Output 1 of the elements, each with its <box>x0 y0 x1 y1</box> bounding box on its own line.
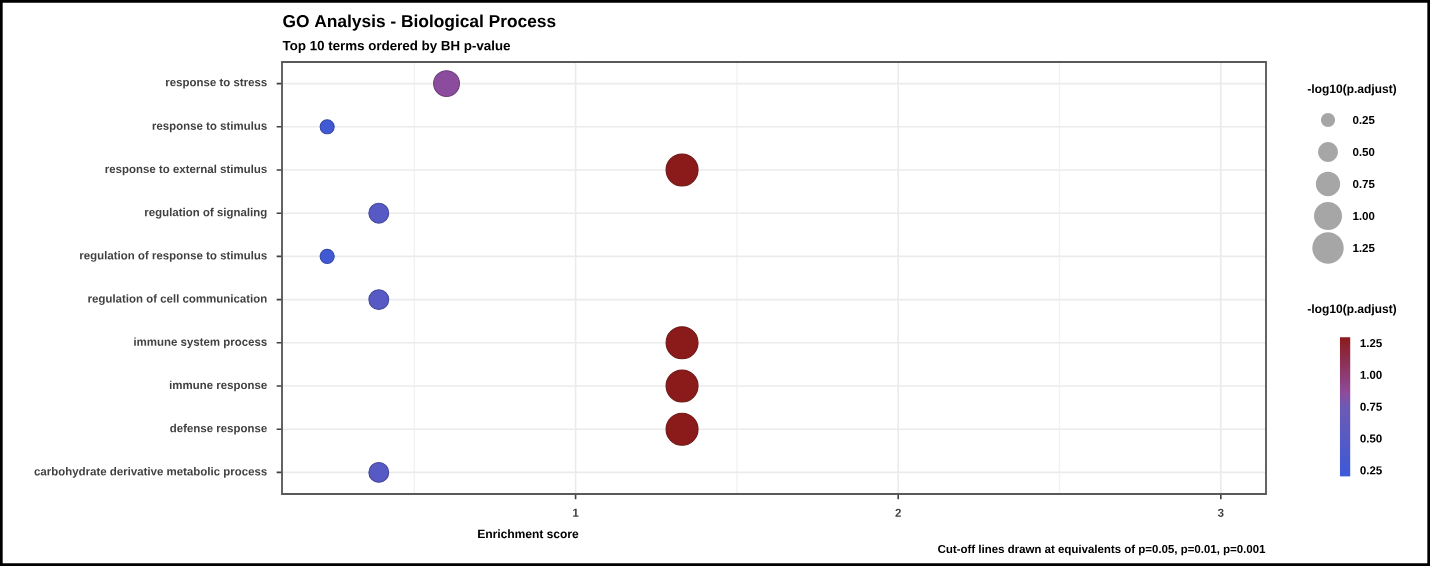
chart-title: GO Analysis - Biological Process <box>283 14 556 31</box>
